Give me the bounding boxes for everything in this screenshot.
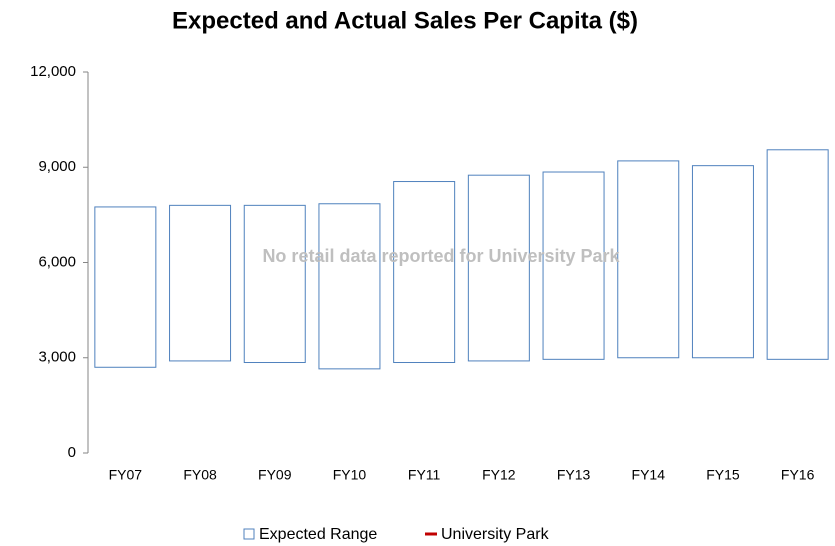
x-tick-label: FY10 [333, 467, 367, 483]
range-bar [169, 204, 232, 362]
y-tick-label: 12,000 [30, 63, 76, 80]
y-tick-label: 6,000 [38, 253, 76, 270]
x-tick-label: FY11 [408, 467, 441, 483]
range-bar [766, 149, 829, 360]
x-tick-label: FY14 [632, 467, 666, 483]
y-tick-label: 3,000 [38, 349, 76, 366]
range-bar [691, 165, 754, 359]
x-tick-label: FY08 [183, 467, 217, 483]
x-tick-label: FY16 [781, 467, 815, 483]
x-tick-label: FY13 [557, 467, 591, 483]
range-bar [542, 171, 605, 360]
range-bar [617, 160, 680, 359]
legend-swatch [243, 528, 255, 540]
range-bar [467, 174, 530, 362]
annotation: No retail data reported for University P… [262, 246, 620, 266]
x-tick-label: FY09 [258, 467, 292, 483]
range-bar [94, 206, 157, 368]
y-tick-label: 9,000 [38, 158, 76, 175]
legend-label: University Park [441, 526, 550, 543]
legend-label: Expected Range [259, 526, 377, 543]
range-bar [243, 204, 306, 364]
x-tick-label: FY07 [109, 467, 143, 483]
chart-title: Expected and Actual Sales Per Capita ($) [172, 7, 638, 34]
x-tick-label: FY12 [482, 467, 516, 483]
y-tick-label: 0 [68, 444, 76, 461]
range-bar [318, 203, 381, 370]
x-tick-label: FY15 [706, 467, 740, 483]
range-bar [393, 181, 456, 364]
